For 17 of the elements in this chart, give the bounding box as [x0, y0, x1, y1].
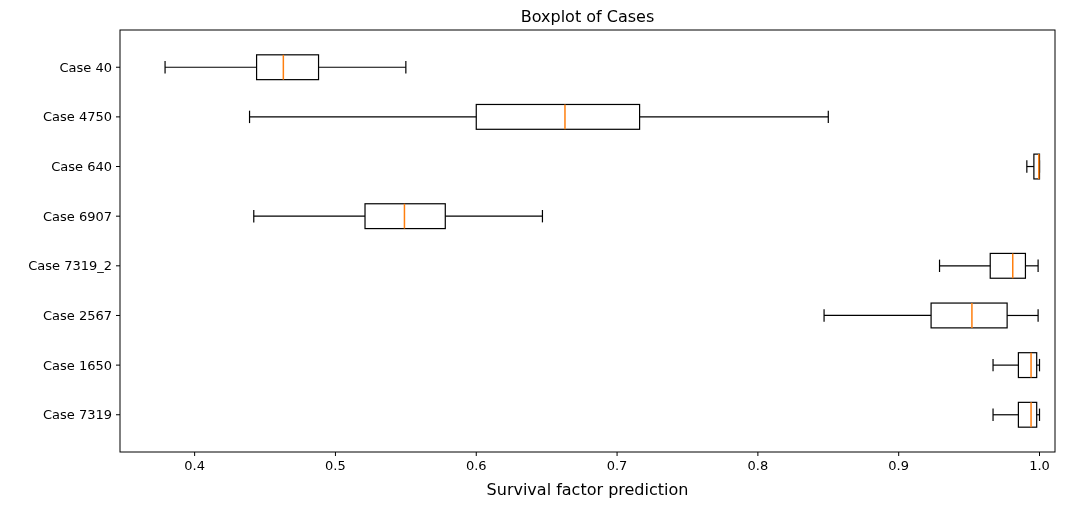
x-axis-title: Survival factor prediction — [486, 480, 689, 499]
y-tick-label: Case 40 — [59, 59, 112, 75]
y-tick-label: Case 4750 — [42, 109, 112, 125]
x-tick-label: 0.8 — [747, 458, 769, 473]
y-tick-label: Case 2567 — [42, 307, 112, 323]
y-tick-label: Case 640 — [51, 159, 112, 175]
x-tick-label: 1.0 — [1029, 458, 1050, 473]
chart-title: Boxplot of Cases — [520, 7, 655, 26]
y-tick-label: Case 7319 — [42, 407, 112, 423]
x-tick-label: 0.9 — [888, 458, 910, 473]
x-tick-label: 0.4 — [184, 458, 205, 473]
y-tick-label: Case 7319_2 — [28, 258, 112, 274]
y-tick-label: Case 6907 — [42, 208, 112, 224]
x-tick-label: 0.5 — [325, 458, 346, 473]
x-tick-label: 0.7 — [606, 458, 628, 473]
x-tick-label: 0.6 — [465, 458, 487, 473]
y-tick-label: Case 1650 — [42, 357, 112, 373]
